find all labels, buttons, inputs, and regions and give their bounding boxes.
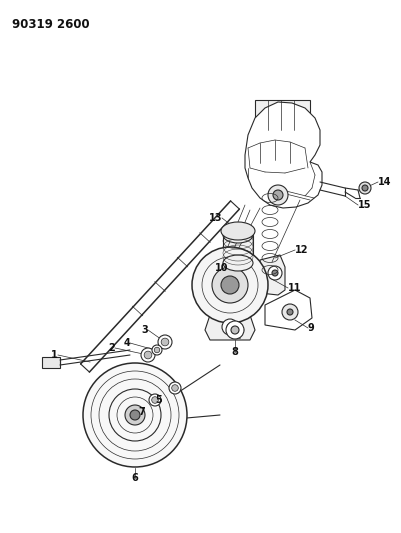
Ellipse shape bbox=[223, 227, 253, 243]
Circle shape bbox=[227, 324, 233, 330]
Text: 6: 6 bbox=[132, 473, 138, 483]
Circle shape bbox=[212, 267, 248, 303]
Circle shape bbox=[362, 185, 368, 191]
Text: 9: 9 bbox=[308, 323, 315, 333]
Circle shape bbox=[152, 397, 158, 403]
Text: 7: 7 bbox=[138, 407, 145, 417]
Circle shape bbox=[83, 363, 187, 467]
Text: 3: 3 bbox=[141, 325, 148, 335]
Text: 14: 14 bbox=[378, 177, 391, 187]
Circle shape bbox=[282, 304, 298, 320]
Circle shape bbox=[231, 326, 239, 334]
Polygon shape bbox=[260, 255, 285, 295]
Polygon shape bbox=[265, 290, 312, 330]
Circle shape bbox=[268, 266, 282, 280]
Ellipse shape bbox=[221, 222, 255, 240]
Text: 10: 10 bbox=[215, 263, 228, 273]
Circle shape bbox=[161, 338, 169, 346]
Circle shape bbox=[154, 348, 160, 353]
Circle shape bbox=[144, 351, 152, 359]
Polygon shape bbox=[205, 315, 255, 340]
Text: 4: 4 bbox=[123, 338, 130, 348]
Circle shape bbox=[130, 410, 140, 420]
Polygon shape bbox=[245, 102, 322, 208]
Text: 12: 12 bbox=[295, 245, 308, 255]
Circle shape bbox=[268, 185, 288, 205]
Circle shape bbox=[222, 319, 238, 335]
Circle shape bbox=[169, 382, 181, 394]
Circle shape bbox=[226, 321, 244, 339]
Ellipse shape bbox=[223, 255, 253, 271]
Text: 90319 2600: 90319 2600 bbox=[12, 18, 90, 31]
Circle shape bbox=[273, 190, 283, 200]
Bar bbox=[255, 100, 310, 130]
Circle shape bbox=[192, 247, 268, 323]
Circle shape bbox=[141, 348, 155, 362]
Bar bbox=[42, 357, 60, 368]
Text: 11: 11 bbox=[288, 283, 302, 293]
Text: 15: 15 bbox=[358, 200, 371, 210]
Circle shape bbox=[158, 335, 172, 349]
Text: 5: 5 bbox=[155, 395, 162, 405]
Circle shape bbox=[149, 394, 161, 406]
Circle shape bbox=[221, 276, 239, 294]
Text: 8: 8 bbox=[231, 347, 239, 357]
Circle shape bbox=[359, 182, 371, 194]
Bar bbox=[223, 235, 253, 263]
Circle shape bbox=[152, 345, 162, 355]
Text: 2: 2 bbox=[108, 343, 115, 353]
Circle shape bbox=[125, 405, 145, 425]
Circle shape bbox=[172, 385, 178, 391]
Circle shape bbox=[272, 270, 278, 276]
Circle shape bbox=[287, 309, 293, 315]
Text: 1: 1 bbox=[51, 350, 58, 360]
Text: 13: 13 bbox=[209, 213, 222, 223]
